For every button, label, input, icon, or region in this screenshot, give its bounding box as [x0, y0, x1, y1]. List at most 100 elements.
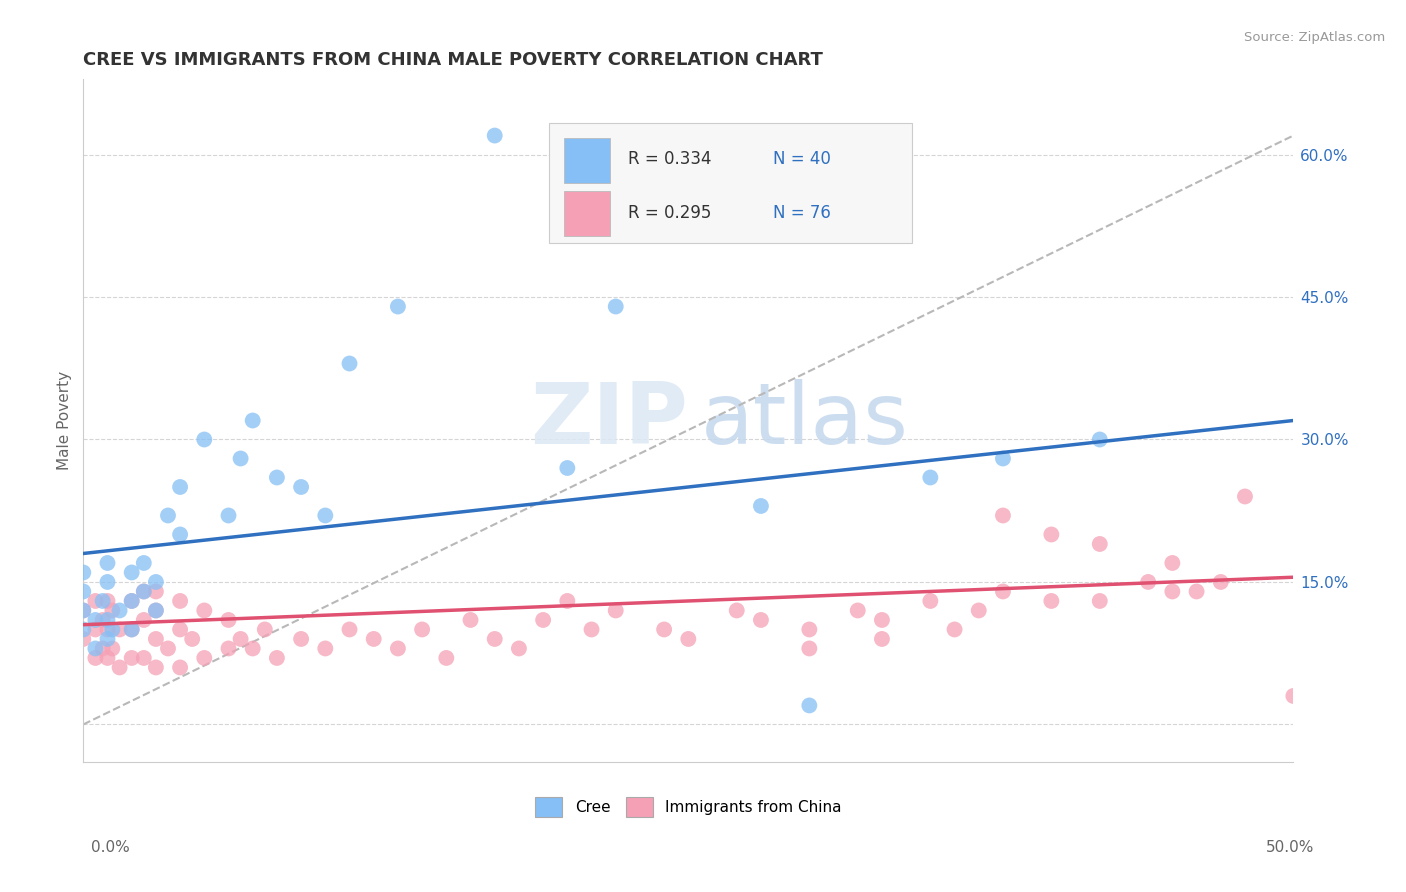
Point — [145, 603, 167, 617]
Y-axis label: Male Poverty: Male Poverty — [58, 371, 72, 470]
Point — [72, 566, 94, 580]
Point — [253, 623, 276, 637]
Point — [145, 574, 167, 589]
Point — [72, 603, 94, 617]
Point — [967, 603, 990, 617]
Point — [266, 470, 288, 484]
Point — [169, 480, 191, 494]
Point — [156, 508, 179, 523]
Point — [156, 641, 179, 656]
Point — [145, 603, 167, 617]
Point — [91, 594, 114, 608]
Point — [84, 641, 107, 656]
Point — [121, 566, 143, 580]
Point — [434, 651, 457, 665]
Point — [121, 594, 143, 608]
FancyBboxPatch shape — [550, 123, 912, 243]
Point — [1161, 584, 1184, 599]
Point — [991, 508, 1014, 523]
Point — [605, 300, 627, 314]
Point — [920, 594, 942, 608]
Text: R = 0.334: R = 0.334 — [628, 150, 711, 169]
Point — [314, 641, 336, 656]
Text: ZIP: ZIP — [530, 379, 689, 462]
Point — [84, 623, 107, 637]
Point — [290, 480, 312, 494]
Point — [96, 623, 118, 637]
Point — [266, 651, 288, 665]
Point — [72, 623, 94, 637]
Point — [725, 603, 748, 617]
Point — [411, 623, 433, 637]
Point — [484, 128, 506, 143]
Point — [169, 594, 191, 608]
Point — [1161, 556, 1184, 570]
Point — [91, 641, 114, 656]
Point — [339, 357, 361, 371]
Legend: Cree, Immigrants from China: Cree, Immigrants from China — [529, 791, 848, 823]
Point — [1088, 594, 1111, 608]
Point — [145, 632, 167, 646]
Point — [121, 623, 143, 637]
Point — [132, 556, 155, 570]
Point — [72, 584, 94, 599]
Point — [121, 623, 143, 637]
Text: atlas: atlas — [700, 379, 908, 462]
Point — [91, 613, 114, 627]
Text: Source: ZipAtlas.com: Source: ZipAtlas.com — [1244, 31, 1385, 45]
Text: N = 76: N = 76 — [773, 203, 831, 221]
Point — [84, 613, 107, 627]
Point — [218, 613, 240, 627]
Point — [193, 651, 215, 665]
Point — [557, 461, 579, 475]
Point — [920, 470, 942, 484]
Point — [339, 623, 361, 637]
Point — [108, 660, 131, 674]
Point — [1282, 689, 1305, 703]
Point — [1040, 527, 1063, 541]
Point — [229, 632, 252, 646]
Point — [605, 603, 627, 617]
Point — [1088, 537, 1111, 551]
Point — [132, 651, 155, 665]
Point — [799, 641, 821, 656]
Point — [749, 613, 772, 627]
Point — [169, 660, 191, 674]
Point — [132, 613, 155, 627]
Point — [460, 613, 482, 627]
Point — [108, 603, 131, 617]
Point — [846, 603, 869, 617]
Point — [1185, 584, 1208, 599]
Point — [1209, 574, 1232, 589]
Point — [96, 574, 118, 589]
Point — [1233, 490, 1256, 504]
FancyBboxPatch shape — [564, 192, 610, 235]
Point — [101, 623, 124, 637]
Point — [121, 594, 143, 608]
Point — [290, 632, 312, 646]
Point — [581, 623, 603, 637]
Point — [1088, 433, 1111, 447]
Text: 50.0%: 50.0% — [1267, 840, 1315, 855]
Point — [101, 603, 124, 617]
FancyBboxPatch shape — [564, 138, 610, 183]
Point — [181, 632, 204, 646]
Point — [132, 584, 155, 599]
Text: CREE VS IMMIGRANTS FROM CHINA MALE POVERTY CORRELATION CHART: CREE VS IMMIGRANTS FROM CHINA MALE POVER… — [83, 51, 823, 69]
Point — [84, 651, 107, 665]
Point — [84, 594, 107, 608]
Point — [242, 641, 264, 656]
Point — [799, 698, 821, 713]
Point — [96, 613, 118, 627]
Point — [314, 508, 336, 523]
Point — [193, 433, 215, 447]
Point — [229, 451, 252, 466]
Text: R = 0.295: R = 0.295 — [628, 203, 711, 221]
Point — [145, 660, 167, 674]
Point — [193, 603, 215, 617]
Point — [1137, 574, 1160, 589]
Point — [991, 584, 1014, 599]
Point — [96, 651, 118, 665]
Point — [169, 527, 191, 541]
Text: 0.0%: 0.0% — [91, 840, 131, 855]
